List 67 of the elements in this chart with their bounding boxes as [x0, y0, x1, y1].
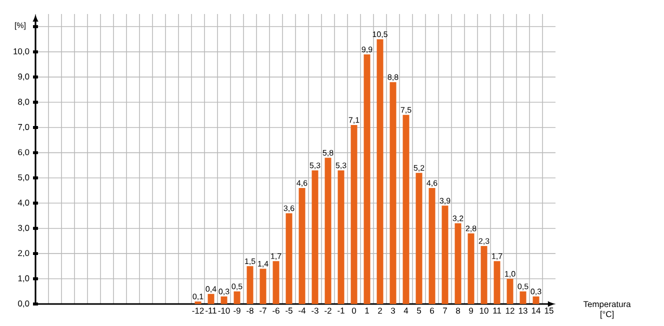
y-tick-label: 3,0	[18, 224, 30, 232]
y-tick-label: 10,0	[14, 48, 30, 56]
bar	[220, 296, 228, 304]
bar	[520, 291, 526, 304]
x-tick-label: 6	[430, 308, 434, 314]
x-tick-label: -1	[338, 308, 344, 314]
bar	[494, 261, 500, 304]
bar	[246, 266, 254, 304]
x-tick-label: -12	[192, 308, 204, 314]
bar	[442, 206, 448, 304]
x-tick-label: -4	[298, 308, 306, 314]
x-tick-label: 7	[443, 308, 447, 314]
bar	[532, 296, 540, 304]
x-tick-label: -7	[260, 308, 266, 314]
x-tick-label: 11	[493, 308, 501, 314]
x-tick-label: -5	[286, 308, 292, 314]
bar	[468, 233, 474, 304]
x-tick-label: 8	[456, 308, 460, 314]
y-tick-label: 0,0	[18, 300, 30, 308]
x-tick-label: -2	[324, 308, 332, 314]
x-tick-label: 12	[506, 308, 514, 314]
x-tick-label: -8	[246, 308, 254, 314]
x-tick-label: 0	[352, 308, 356, 314]
x-tick-label: 5	[417, 308, 422, 314]
bar	[260, 268, 266, 304]
bar	[312, 170, 318, 304]
bar	[272, 261, 280, 304]
x-tick-label: 1	[365, 308, 369, 314]
bar	[324, 158, 332, 304]
x-tick-label: -9	[234, 308, 240, 314]
x-tick-label: -10	[218, 308, 230, 314]
bar	[390, 82, 396, 304]
y-tick-label: 2,0	[18, 250, 30, 258]
bar	[208, 294, 214, 304]
x-tick-label: 9	[469, 308, 473, 314]
y-tick-label: 4,0	[18, 200, 30, 207]
bar	[416, 172, 422, 304]
x-tick-label: -11	[206, 308, 216, 314]
bar	[286, 213, 292, 304]
y-tick-label: 8,0	[18, 98, 30, 106]
bar	[506, 278, 514, 304]
bar	[234, 291, 240, 304]
bar	[454, 223, 462, 304]
x-tick-label: 2	[378, 308, 382, 314]
y-tick-label: 7,0	[18, 124, 30, 131]
bar	[194, 301, 202, 304]
y-tick-label: 1,0	[18, 275, 30, 282]
x-tick-label: -3	[312, 308, 318, 314]
bar	[428, 188, 436, 304]
x-tick-label: 15	[544, 308, 554, 314]
y-tick-label: 6,0	[18, 149, 30, 156]
x-tick-label: 14	[532, 308, 540, 314]
x-tick-label: 4	[404, 308, 408, 314]
bar	[402, 114, 410, 304]
bar	[364, 54, 370, 304]
x-axis-title: Temperatura [°C]	[583, 301, 631, 319]
x-tick-label: 13	[518, 308, 528, 314]
y-tick-label: 9,0	[18, 74, 30, 81]
x-tick-label: 10	[480, 308, 488, 314]
bar	[350, 124, 358, 304]
y-tick-label: 5,0	[18, 174, 30, 182]
bar	[338, 170, 344, 304]
x-tick-label: -6	[272, 308, 280, 314]
x-tick-label: 3	[390, 308, 395, 314]
bar	[298, 188, 306, 304]
bar	[480, 246, 488, 304]
bar	[376, 39, 384, 304]
